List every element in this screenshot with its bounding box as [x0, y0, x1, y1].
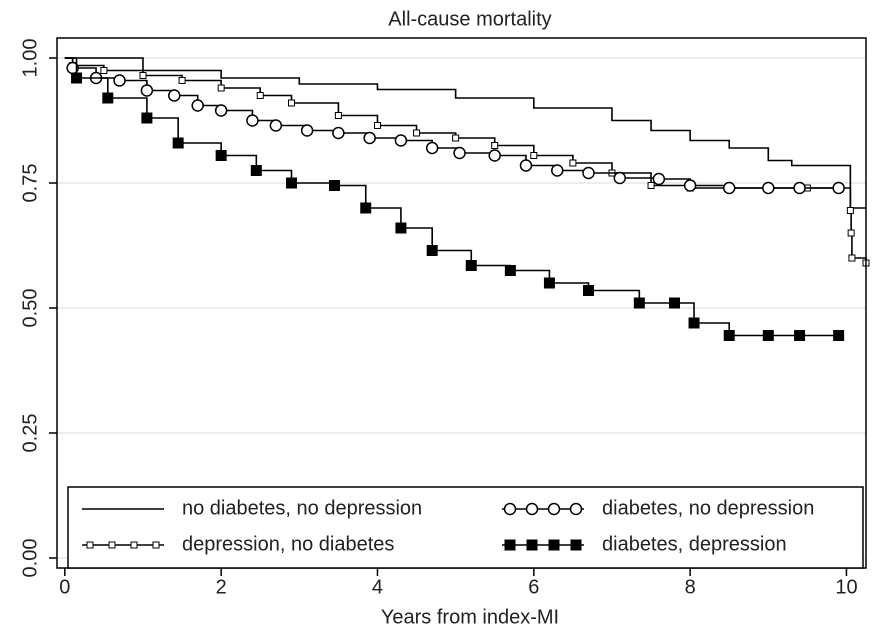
- marker: [373, 122, 381, 129]
- marker: [363, 131, 376, 145]
- x-tick-label: 8: [685, 576, 696, 598]
- marker: [214, 104, 228, 117]
- marker: [425, 141, 439, 155]
- marker: [519, 159, 533, 172]
- y-tick-label: 0.50: [19, 289, 41, 328]
- legend-marker: [504, 539, 516, 551]
- marker: [452, 134, 460, 142]
- marker: [332, 126, 345, 140]
- marker: [722, 181, 736, 195]
- marker: [688, 317, 700, 329]
- legend-marker: [570, 539, 582, 551]
- y-tick-label: 0.25: [19, 414, 41, 453]
- marker: [543, 277, 555, 289]
- legend-marker: [525, 502, 539, 516]
- marker: [269, 119, 283, 132]
- marker: [250, 165, 262, 176]
- marker: [300, 124, 314, 137]
- marker: [582, 166, 595, 180]
- marker: [583, 285, 595, 296]
- marker: [328, 180, 340, 191]
- marker: [723, 330, 735, 341]
- marker: [762, 330, 774, 341]
- marker: [491, 142, 499, 149]
- marker: [360, 202, 372, 214]
- marker: [334, 112, 342, 119]
- series-line: [64, 57, 839, 337]
- chart-title: All-cause mortality: [388, 8, 551, 30]
- marker: [647, 182, 655, 189]
- marker: [848, 254, 856, 262]
- marker: [683, 179, 697, 192]
- marker: [141, 112, 153, 124]
- marker: [488, 149, 501, 162]
- marker: [215, 150, 227, 161]
- marker: [846, 207, 854, 214]
- legend-marker: [548, 539, 560, 551]
- marker: [100, 67, 108, 74]
- marker: [256, 92, 264, 99]
- marker: [832, 181, 845, 195]
- marker: [71, 72, 83, 84]
- marker: [217, 84, 225, 92]
- marker: [453, 146, 466, 160]
- marker: [794, 330, 806, 341]
- marker: [246, 114, 259, 127]
- marker: [102, 92, 114, 104]
- marker: [762, 181, 775, 195]
- legend-label: diabetes, no depression: [602, 497, 814, 519]
- marker: [113, 74, 126, 87]
- marker: [140, 84, 154, 97]
- marker: [139, 72, 147, 79]
- legend-marker: [503, 502, 517, 516]
- marker: [504, 265, 516, 276]
- marker: [191, 99, 204, 112]
- marker: [668, 297, 680, 309]
- legend-label: depression, no diabetes: [182, 533, 394, 555]
- series-line: [64, 57, 867, 263]
- marker: [178, 77, 186, 84]
- marker: [652, 172, 666, 186]
- marker: [413, 129, 421, 137]
- marker: [395, 222, 407, 234]
- marker: [847, 229, 855, 237]
- x-tick-label: 0: [59, 576, 70, 598]
- marker: [287, 99, 295, 107]
- series-line: [64, 57, 866, 209]
- marker: [285, 177, 297, 189]
- x-tick-label: 10: [835, 576, 857, 598]
- marker: [613, 171, 627, 185]
- legend: no diabetes, no depression depression, no…: [67, 486, 864, 569]
- marker: [569, 159, 577, 167]
- legend-marker: [152, 541, 160, 549]
- legend-marker: [526, 539, 538, 551]
- legend-label: diabetes, depression: [602, 533, 787, 555]
- legend-box: [67, 486, 864, 569]
- marker: [167, 89, 181, 102]
- x-tick-label: 6: [528, 576, 539, 598]
- legend-marker: [130, 541, 138, 549]
- marker: [633, 297, 645, 309]
- x-axis-label: Years from index-MI: [381, 606, 559, 628]
- legend-marker: [547, 502, 561, 516]
- y-tick-label: 0.00: [19, 539, 41, 578]
- legend-marker: [86, 541, 94, 549]
- marker: [551, 164, 564, 177]
- marker: [833, 330, 845, 341]
- marker: [530, 152, 538, 159]
- legend-marker: [108, 541, 116, 549]
- x-tick-label: 4: [372, 576, 383, 598]
- legend-label: no diabetes, no depression: [182, 497, 422, 519]
- marker: [793, 181, 806, 195]
- marker: [394, 134, 408, 147]
- marker: [172, 137, 184, 149]
- y-tick-label: 1.00: [19, 39, 41, 78]
- marker: [426, 245, 438, 256]
- y-tick-label: 0.75: [19, 164, 41, 203]
- marker: [465, 260, 477, 271]
- legend-marker: [569, 502, 583, 516]
- x-tick-label: 2: [216, 576, 227, 598]
